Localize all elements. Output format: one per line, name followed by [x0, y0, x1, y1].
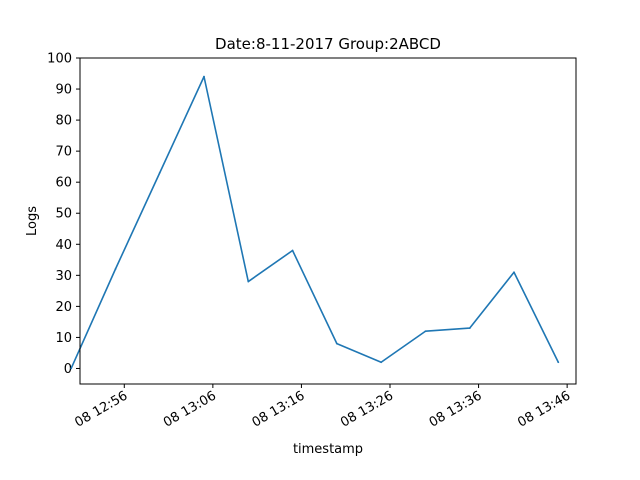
y-axis-label: Logs — [25, 206, 40, 236]
y-tick-label: 30 — [55, 269, 72, 284]
series-line — [70, 75, 560, 369]
data-point — [114, 268, 117, 271]
axes-frame — [79, 57, 577, 385]
data-point — [468, 327, 471, 330]
data-point — [513, 271, 515, 274]
y-tick-label: 20 — [55, 300, 72, 315]
y-tick-label: 40 — [55, 238, 72, 253]
data-point — [158, 171, 161, 174]
y-tick-label: 90 — [55, 83, 72, 98]
y-tick-label: 100 — [47, 52, 72, 67]
data-point — [335, 342, 338, 345]
data-point — [557, 361, 560, 364]
data-point — [291, 249, 294, 252]
y-tick-label: 80 — [55, 114, 72, 129]
y-tick-label: 50 — [55, 207, 72, 222]
data-point — [203, 75, 205, 78]
x-axis-label: timestamp — [293, 442, 363, 457]
data-point — [424, 330, 427, 333]
data-point — [70, 367, 73, 370]
y-tick-label: 0 — [64, 362, 72, 377]
y-tick-label: 60 — [55, 176, 72, 191]
data-point — [380, 361, 383, 364]
chart-title: Date:8-11-2017 Group:2ABCD — [215, 35, 441, 53]
data-point — [247, 280, 250, 283]
y-tick-label: 70 — [55, 145, 72, 160]
y-tick-label: 10 — [55, 331, 72, 346]
